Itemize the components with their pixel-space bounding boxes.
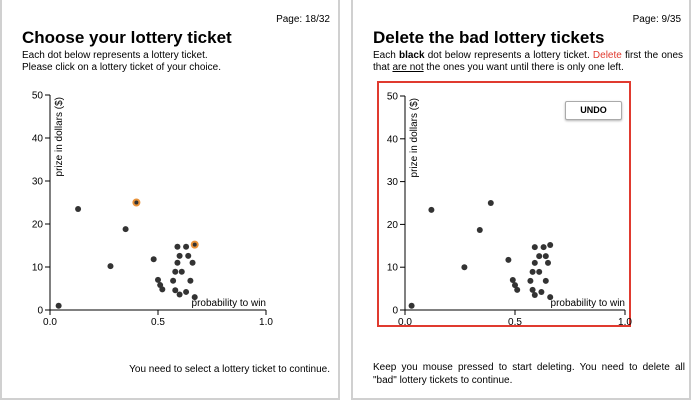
lottery-ticket[interactable] <box>122 226 129 233</box>
lottery-ticket[interactable] <box>172 287 179 294</box>
lottery-ticket[interactable] <box>547 241 554 248</box>
y-tick-label: 30 <box>387 177 399 188</box>
text: are not <box>392 62 424 73</box>
lottery-ticket[interactable] <box>547 294 554 301</box>
lottery-ticket[interactable] <box>542 253 549 260</box>
x-tick-label: 1.0 <box>259 317 273 328</box>
text: the ones you want until there is only on… <box>423 62 624 73</box>
x-tick-label: 0.0 <box>43 317 57 328</box>
lottery-ticket[interactable] <box>183 288 190 295</box>
y-tick-label: 30 <box>32 177 44 188</box>
lottery-ticket[interactable] <box>487 200 494 206</box>
lottery-ticket[interactable] <box>107 263 114 270</box>
description: Each dot below represents a lottery tick… <box>22 50 332 74</box>
y-tick-label: 10 <box>32 263 44 274</box>
x-axis-label: probability to win <box>192 298 266 309</box>
y-tick-label: 0 <box>392 306 398 317</box>
undo-button[interactable]: UNDO <box>565 101 622 120</box>
description: Each black dot below represents a lotter… <box>373 50 683 74</box>
text: black <box>398 50 425 61</box>
lottery-ticket[interactable] <box>172 268 179 275</box>
lottery-ticket[interactable] <box>529 286 536 293</box>
panel: Page: 9/35 Delete the bad lottery ticket… <box>351 0 691 400</box>
lottery-ticket[interactable] <box>183 243 190 250</box>
lottery-ticket[interactable] <box>509 277 516 284</box>
lottery-ticket[interactable] <box>545 259 551 266</box>
chart-frame <box>377 81 631 327</box>
lottery-ticket[interactable] <box>476 226 483 233</box>
lottery-ticket[interactable] <box>191 294 198 301</box>
lottery-ticket[interactable] <box>75 205 82 212</box>
x-tick-label: 0.0 <box>398 317 412 328</box>
description-line: Please click on a lottery ticket of your… <box>22 62 221 73</box>
lottery-ticket[interactable] <box>159 286 166 293</box>
lottery-ticket[interactable] <box>174 259 181 266</box>
lottery-ticket[interactable] <box>531 244 538 251</box>
lottery-ticket[interactable] <box>132 198 141 207</box>
lottery-ticket[interactable] <box>536 253 543 260</box>
lottery-ticket[interactable] <box>505 256 512 263</box>
x-tick-label: 1.0 <box>618 317 632 328</box>
lottery-ticket[interactable] <box>189 259 196 266</box>
y-tick-label: 10 <box>387 263 399 274</box>
y-tick-label: 50 <box>32 91 44 102</box>
description-line: Each dot below represents a lottery tick… <box>22 50 208 61</box>
lottery-ticket[interactable] <box>428 206 435 213</box>
y-tick-label: 20 <box>32 220 44 231</box>
lottery-ticket[interactable] <box>190 240 199 249</box>
y-tick-label: 0 <box>37 306 43 317</box>
title: Delete the bad lottery tickets <box>373 28 605 47</box>
y-tick-label: 40 <box>387 134 399 145</box>
lottery-ticket[interactable] <box>176 291 183 298</box>
lottery-ticket[interactable] <box>529 268 536 275</box>
lottery-ticket[interactable] <box>531 292 538 299</box>
lottery-ticket[interactable] <box>527 277 534 284</box>
text: Each <box>373 50 399 61</box>
page-counter: Page: 18/32 <box>276 14 330 25</box>
text: dot below represents a lottery ticket. <box>424 50 593 61</box>
lottery-ticket[interactable] <box>514 286 521 293</box>
y-tick-label: 40 <box>32 134 44 145</box>
footer: You need to select a lottery ticket to c… <box>129 364 330 375</box>
panel: Page: 18/32 Choose your lottery ticket E… <box>0 0 340 400</box>
title: Choose your lottery ticket <box>22 28 232 47</box>
lottery-ticket[interactable] <box>176 252 183 259</box>
lottery-ticket[interactable] <box>185 252 192 259</box>
lottery-ticket[interactable] <box>187 277 194 284</box>
lottery-ticket[interactable] <box>512 282 518 289</box>
lottery-ticket[interactable] <box>536 268 543 275</box>
lottery-ticket[interactable] <box>155 276 161 283</box>
y-tick-label: 50 <box>387 92 399 103</box>
lottery-ticket[interactable] <box>174 243 181 250</box>
y-tick-label: 20 <box>387 220 399 231</box>
text: first the ones that <box>373 50 684 73</box>
y-axis-label: prize in dollars ($) <box>54 97 65 176</box>
x-tick-label: 0.5 <box>508 317 522 328</box>
lottery-ticket[interactable] <box>531 259 538 266</box>
lottery-ticket[interactable] <box>178 268 185 275</box>
lottery-ticket[interactable] <box>542 277 549 284</box>
page-counter: Page: 9/35 <box>632 14 681 25</box>
lottery-ticket[interactable] <box>408 302 415 309</box>
lottery-ticket[interactable] <box>540 244 547 251</box>
x-tick-label: 0.5 <box>151 317 165 328</box>
x-axis-label: probability to win <box>551 298 625 309</box>
lottery-ticket[interactable] <box>538 289 545 296</box>
lottery-ticket[interactable] <box>55 302 62 309</box>
lottery-ticket[interactable] <box>461 264 468 271</box>
lottery-ticket[interactable] <box>150 256 157 263</box>
text: Delete <box>592 50 622 61</box>
y-axis-label: prize in dollars ($) <box>409 98 420 177</box>
lottery-ticket[interactable] <box>170 277 177 284</box>
footer: Keep you mouse pressed to start deleting… <box>373 362 685 386</box>
